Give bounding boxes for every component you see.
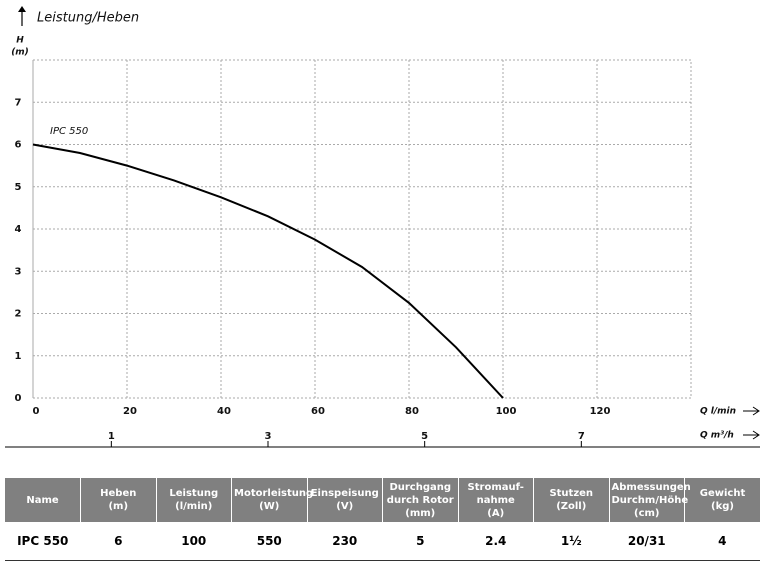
annotation: IPC 550 xyxy=(50,126,88,137)
x2-tick-label: 7 xyxy=(578,431,585,442)
y-tick-label: 0 xyxy=(15,393,22,404)
header-cell: Heben (m) xyxy=(80,478,156,522)
x2-axis-label: Q m³/h xyxy=(700,431,734,441)
x2-tick-label: 5 xyxy=(421,431,428,442)
x-axis-label: Q l/min xyxy=(700,407,736,417)
y-axis-unit: (m) xyxy=(11,48,29,58)
header-cell: Motorleistung (W) xyxy=(231,478,313,522)
cell: 6 xyxy=(80,522,156,561)
cell: 230 xyxy=(307,522,383,561)
curve xyxy=(32,143,504,399)
header-cell: Abmessungen Durchm/Höhe (cm) xyxy=(608,478,691,522)
x-tick-label: 60 xyxy=(311,406,325,417)
y-tick-label: 3 xyxy=(15,266,22,277)
chart: Leistung/Heben H (m) IPC 550 Q l/min Q m… xyxy=(5,6,760,448)
cell: 20/31 xyxy=(609,522,685,561)
chart-title: Leistung/Heben xyxy=(37,11,139,26)
x2-arrow xyxy=(743,430,760,440)
header-cell: Stutzen (Zoll) xyxy=(533,478,609,522)
header-cell: Stromauf- nahme (A) xyxy=(457,478,534,522)
x-tick-label: 80 xyxy=(405,406,419,417)
x-tick-label: 100 xyxy=(496,406,517,417)
y-tick-label: 5 xyxy=(15,182,22,193)
y-tick-label: 6 xyxy=(15,140,22,151)
header-row: Name Heben (m) Leistung (l/min) Motorleistu… xyxy=(5,478,760,522)
x-tick-label: 40 xyxy=(217,406,231,417)
y-tick-label: 1 xyxy=(15,351,22,362)
spec-table: Name Heben (m) Leistung (l/min) Motorleistu… xyxy=(5,478,760,561)
y-tick-label: 7 xyxy=(15,97,22,108)
header-cell: Leistung (l/min) xyxy=(155,478,232,522)
header-cell: Name xyxy=(5,478,81,522)
y-tick-label: 4 xyxy=(15,224,22,235)
cell: IPC 550 xyxy=(5,522,81,561)
y-arrow-head xyxy=(18,6,26,12)
x-tick-label: 120 xyxy=(590,406,611,417)
cell: 5 xyxy=(382,522,458,561)
x-tick-label: 20 xyxy=(123,406,137,417)
cell: 1½ xyxy=(533,522,609,561)
cell: 4 xyxy=(684,522,760,561)
y-axis-label: H xyxy=(16,36,24,46)
cell: 2.4 xyxy=(458,522,534,561)
x2-tick-label: 1 xyxy=(108,431,115,442)
x-arrow xyxy=(743,406,760,416)
x2-tick-label: 3 xyxy=(265,431,272,442)
data-row: IPC 550 6 100 550 230 5 2.4 1½ 20/31 4 xyxy=(5,522,760,561)
header-cell: Durchgang durch Rotor (mm) xyxy=(382,478,458,522)
header-cell: Gewicht (kg) xyxy=(684,478,760,522)
cell: 550 xyxy=(231,522,307,561)
cell: 100 xyxy=(156,522,232,561)
y-tick-label: 2 xyxy=(15,309,22,320)
header-cell: Einspeisung (V) xyxy=(306,478,383,522)
x-tick-label: 0 xyxy=(33,406,40,417)
